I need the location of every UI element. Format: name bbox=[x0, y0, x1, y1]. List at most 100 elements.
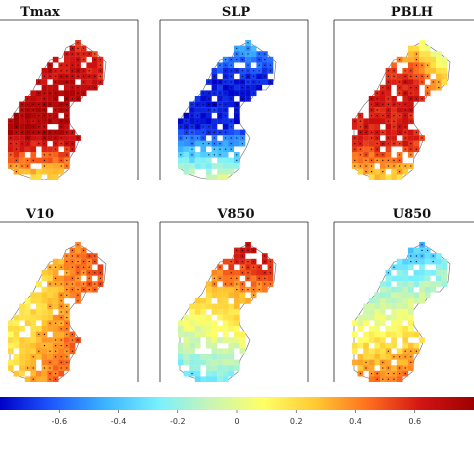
significance-dot bbox=[208, 154, 210, 156]
significance-dot bbox=[27, 367, 29, 369]
significance-dot bbox=[253, 289, 255, 291]
significance-dot bbox=[387, 137, 389, 139]
significance-dot bbox=[376, 103, 378, 105]
significance-dot bbox=[219, 92, 221, 94]
grid-cell bbox=[47, 270, 53, 276]
significance-dot bbox=[247, 98, 249, 100]
grid-cell bbox=[250, 281, 257, 287]
grid-cell bbox=[385, 303, 392, 310]
grid-cell bbox=[374, 298, 381, 304]
significance-dot bbox=[264, 283, 266, 285]
grid-cell bbox=[178, 359, 184, 366]
significance-dot bbox=[354, 143, 356, 145]
map-panel-pblh: PBLH bbox=[333, 5, 474, 180]
significance-dot bbox=[197, 103, 199, 105]
grid-cell bbox=[69, 292, 76, 299]
significance-dot bbox=[258, 59, 260, 61]
grid-cell bbox=[380, 118, 386, 125]
significance-dot bbox=[236, 92, 238, 94]
grid-cell bbox=[47, 146, 53, 153]
significance-dot bbox=[66, 154, 68, 156]
significance-dot bbox=[241, 137, 243, 139]
significance-dot bbox=[241, 266, 243, 268]
significance-dot bbox=[399, 143, 401, 145]
grid-cell bbox=[19, 309, 25, 315]
significance-dot bbox=[83, 81, 85, 83]
grid-cell bbox=[380, 348, 386, 355]
grid-cell bbox=[222, 354, 229, 360]
grid-cell bbox=[194, 370, 201, 377]
grid-cell bbox=[357, 354, 364, 360]
significance-dot bbox=[253, 261, 255, 263]
grid-cell bbox=[424, 286, 431, 293]
colorbar-tick-label: 0 bbox=[234, 417, 239, 426]
significance-dot bbox=[71, 131, 73, 133]
significance-dot bbox=[66, 311, 68, 313]
grid-cell bbox=[357, 326, 364, 332]
significance-dot bbox=[236, 137, 238, 139]
grid-cell bbox=[36, 135, 42, 141]
grid-cell bbox=[385, 331, 392, 338]
grid-cell bbox=[211, 326, 218, 332]
grid-cell bbox=[8, 348, 14, 355]
grid-cell bbox=[183, 331, 190, 338]
significance-dot bbox=[410, 87, 412, 89]
grid-cell bbox=[234, 292, 240, 299]
grid-cell bbox=[24, 146, 31, 153]
grid-cell bbox=[13, 342, 20, 349]
significance-dot bbox=[49, 103, 51, 105]
significance-dot bbox=[77, 339, 79, 341]
grid-cell bbox=[211, 331, 218, 338]
grid-cell bbox=[189, 354, 195, 360]
significance-dot bbox=[410, 115, 412, 117]
significance-dot bbox=[83, 92, 85, 94]
significance-dot bbox=[410, 70, 412, 72]
grid-cell bbox=[24, 168, 31, 175]
grid-cell bbox=[200, 314, 207, 321]
grid-cell bbox=[396, 320, 403, 327]
significance-dot bbox=[376, 92, 378, 94]
significance-dot bbox=[258, 266, 260, 268]
significance-dot bbox=[15, 171, 17, 173]
significance-dot bbox=[15, 148, 17, 150]
colorbar: -0.6 -0.4 -0.2 0 0.2 0.4 0.6 bbox=[0, 397, 474, 426]
grid-cell bbox=[228, 163, 235, 169]
grid-cell bbox=[374, 331, 381, 338]
significance-dot bbox=[32, 131, 34, 133]
grid-cell bbox=[183, 348, 190, 355]
significance-dot bbox=[99, 272, 101, 274]
grid-cell bbox=[30, 135, 37, 141]
significance-dot bbox=[43, 367, 46, 369]
grid-cell bbox=[374, 348, 381, 355]
grid-cell bbox=[374, 168, 381, 175]
significance-dot bbox=[387, 109, 389, 111]
significance-dot bbox=[60, 317, 62, 319]
significance-dot bbox=[10, 154, 12, 156]
significance-dot bbox=[27, 131, 29, 133]
significance-dot bbox=[399, 81, 401, 83]
grid-cell bbox=[368, 174, 375, 180]
grid-cell bbox=[368, 309, 375, 315]
grid-cell bbox=[228, 168, 235, 175]
significance-dot bbox=[371, 98, 373, 100]
significance-dot bbox=[77, 137, 79, 139]
grid-cell bbox=[436, 68, 442, 74]
grid-cell bbox=[228, 348, 235, 355]
significance-dot bbox=[264, 53, 266, 55]
grid-cell bbox=[8, 326, 14, 332]
grid-cell bbox=[385, 314, 392, 321]
significance-dot bbox=[60, 143, 62, 145]
significance-dot bbox=[371, 373, 373, 375]
significance-dot bbox=[208, 92, 210, 94]
grid-cell bbox=[250, 270, 257, 276]
significance-dot bbox=[38, 92, 40, 94]
grid-cell bbox=[222, 157, 229, 164]
grid-cell bbox=[36, 174, 42, 180]
significance-dot bbox=[21, 115, 23, 117]
grid-cell bbox=[234, 309, 240, 315]
significance-dot bbox=[43, 109, 46, 111]
grid-cell bbox=[47, 309, 53, 315]
grid-cell bbox=[200, 298, 207, 304]
grid-cell bbox=[30, 348, 37, 355]
grid-cell bbox=[19, 314, 25, 321]
